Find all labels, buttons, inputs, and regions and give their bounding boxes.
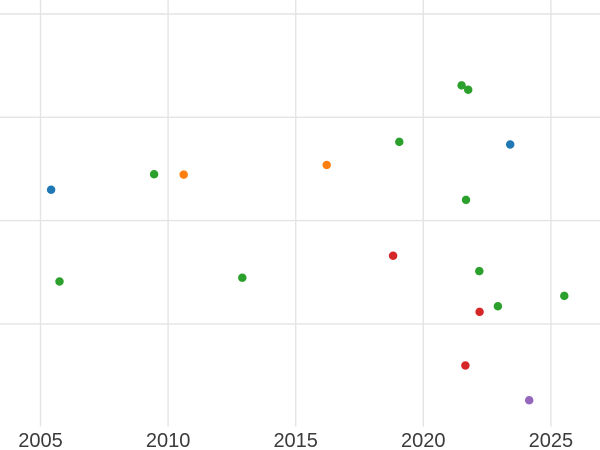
svg-text:2010: 2010 bbox=[146, 430, 191, 450]
svg-text:2025: 2025 bbox=[529, 430, 574, 450]
svg-text:2005: 2005 bbox=[18, 430, 63, 450]
svg-text:2020: 2020 bbox=[401, 430, 446, 450]
svg-text:2015: 2015 bbox=[273, 430, 318, 450]
